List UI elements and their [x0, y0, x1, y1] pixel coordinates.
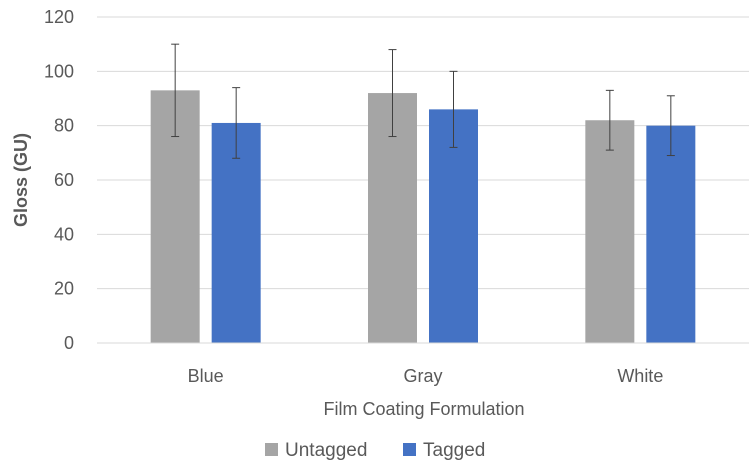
y-tick-label: 20 [54, 279, 74, 299]
error-bar-tagged-white [666, 95, 675, 157]
error-bar-untagged-white [605, 89, 614, 151]
legend-item-untagged: Untagged [265, 440, 367, 461]
bars [150, 90, 696, 344]
error-bar-untagged-gray [388, 49, 397, 138]
x-tick-label-gray: Gray [403, 366, 442, 386]
error-bar-untagged-blue [171, 43, 180, 138]
x-tick-label-blue: Blue [188, 366, 224, 386]
bar-tagged-gray [429, 109, 478, 343]
y-tick-label: 0 [64, 333, 74, 353]
legend-swatch [403, 443, 416, 456]
error-bar-tagged-gray [449, 70, 458, 148]
y-tick-labels: 0 20 40 60 80 100 120 [44, 7, 74, 353]
y-tick-label: 80 [54, 116, 74, 136]
y-axis-title: Gloss (GU) [11, 133, 31, 227]
y-tick-label: 100 [44, 61, 74, 81]
legend: Untagged Tagged [265, 440, 485, 461]
bar-tagged-blue [211, 122, 261, 343]
x-tick-label-white: White [617, 366, 663, 386]
x-axis-title: Film Coating Formulation [323, 399, 524, 419]
error-bar-tagged-blue [232, 87, 241, 159]
bar-tagged-white [646, 125, 696, 344]
bar-untagged-white [585, 120, 635, 343]
y-tick-label: 120 [44, 7, 74, 27]
gridlines [97, 16, 749, 290]
legend-label: Tagged [423, 440, 485, 461]
y-tick-label: 40 [54, 224, 74, 244]
legend-item-tagged: Tagged [403, 440, 485, 461]
legend-label: Untagged [285, 440, 367, 461]
x-tick-labels: Blue Gray White [188, 366, 664, 386]
y-tick-label: 60 [54, 170, 74, 190]
error-bars [171, 43, 675, 159]
legend-swatch [265, 443, 278, 456]
